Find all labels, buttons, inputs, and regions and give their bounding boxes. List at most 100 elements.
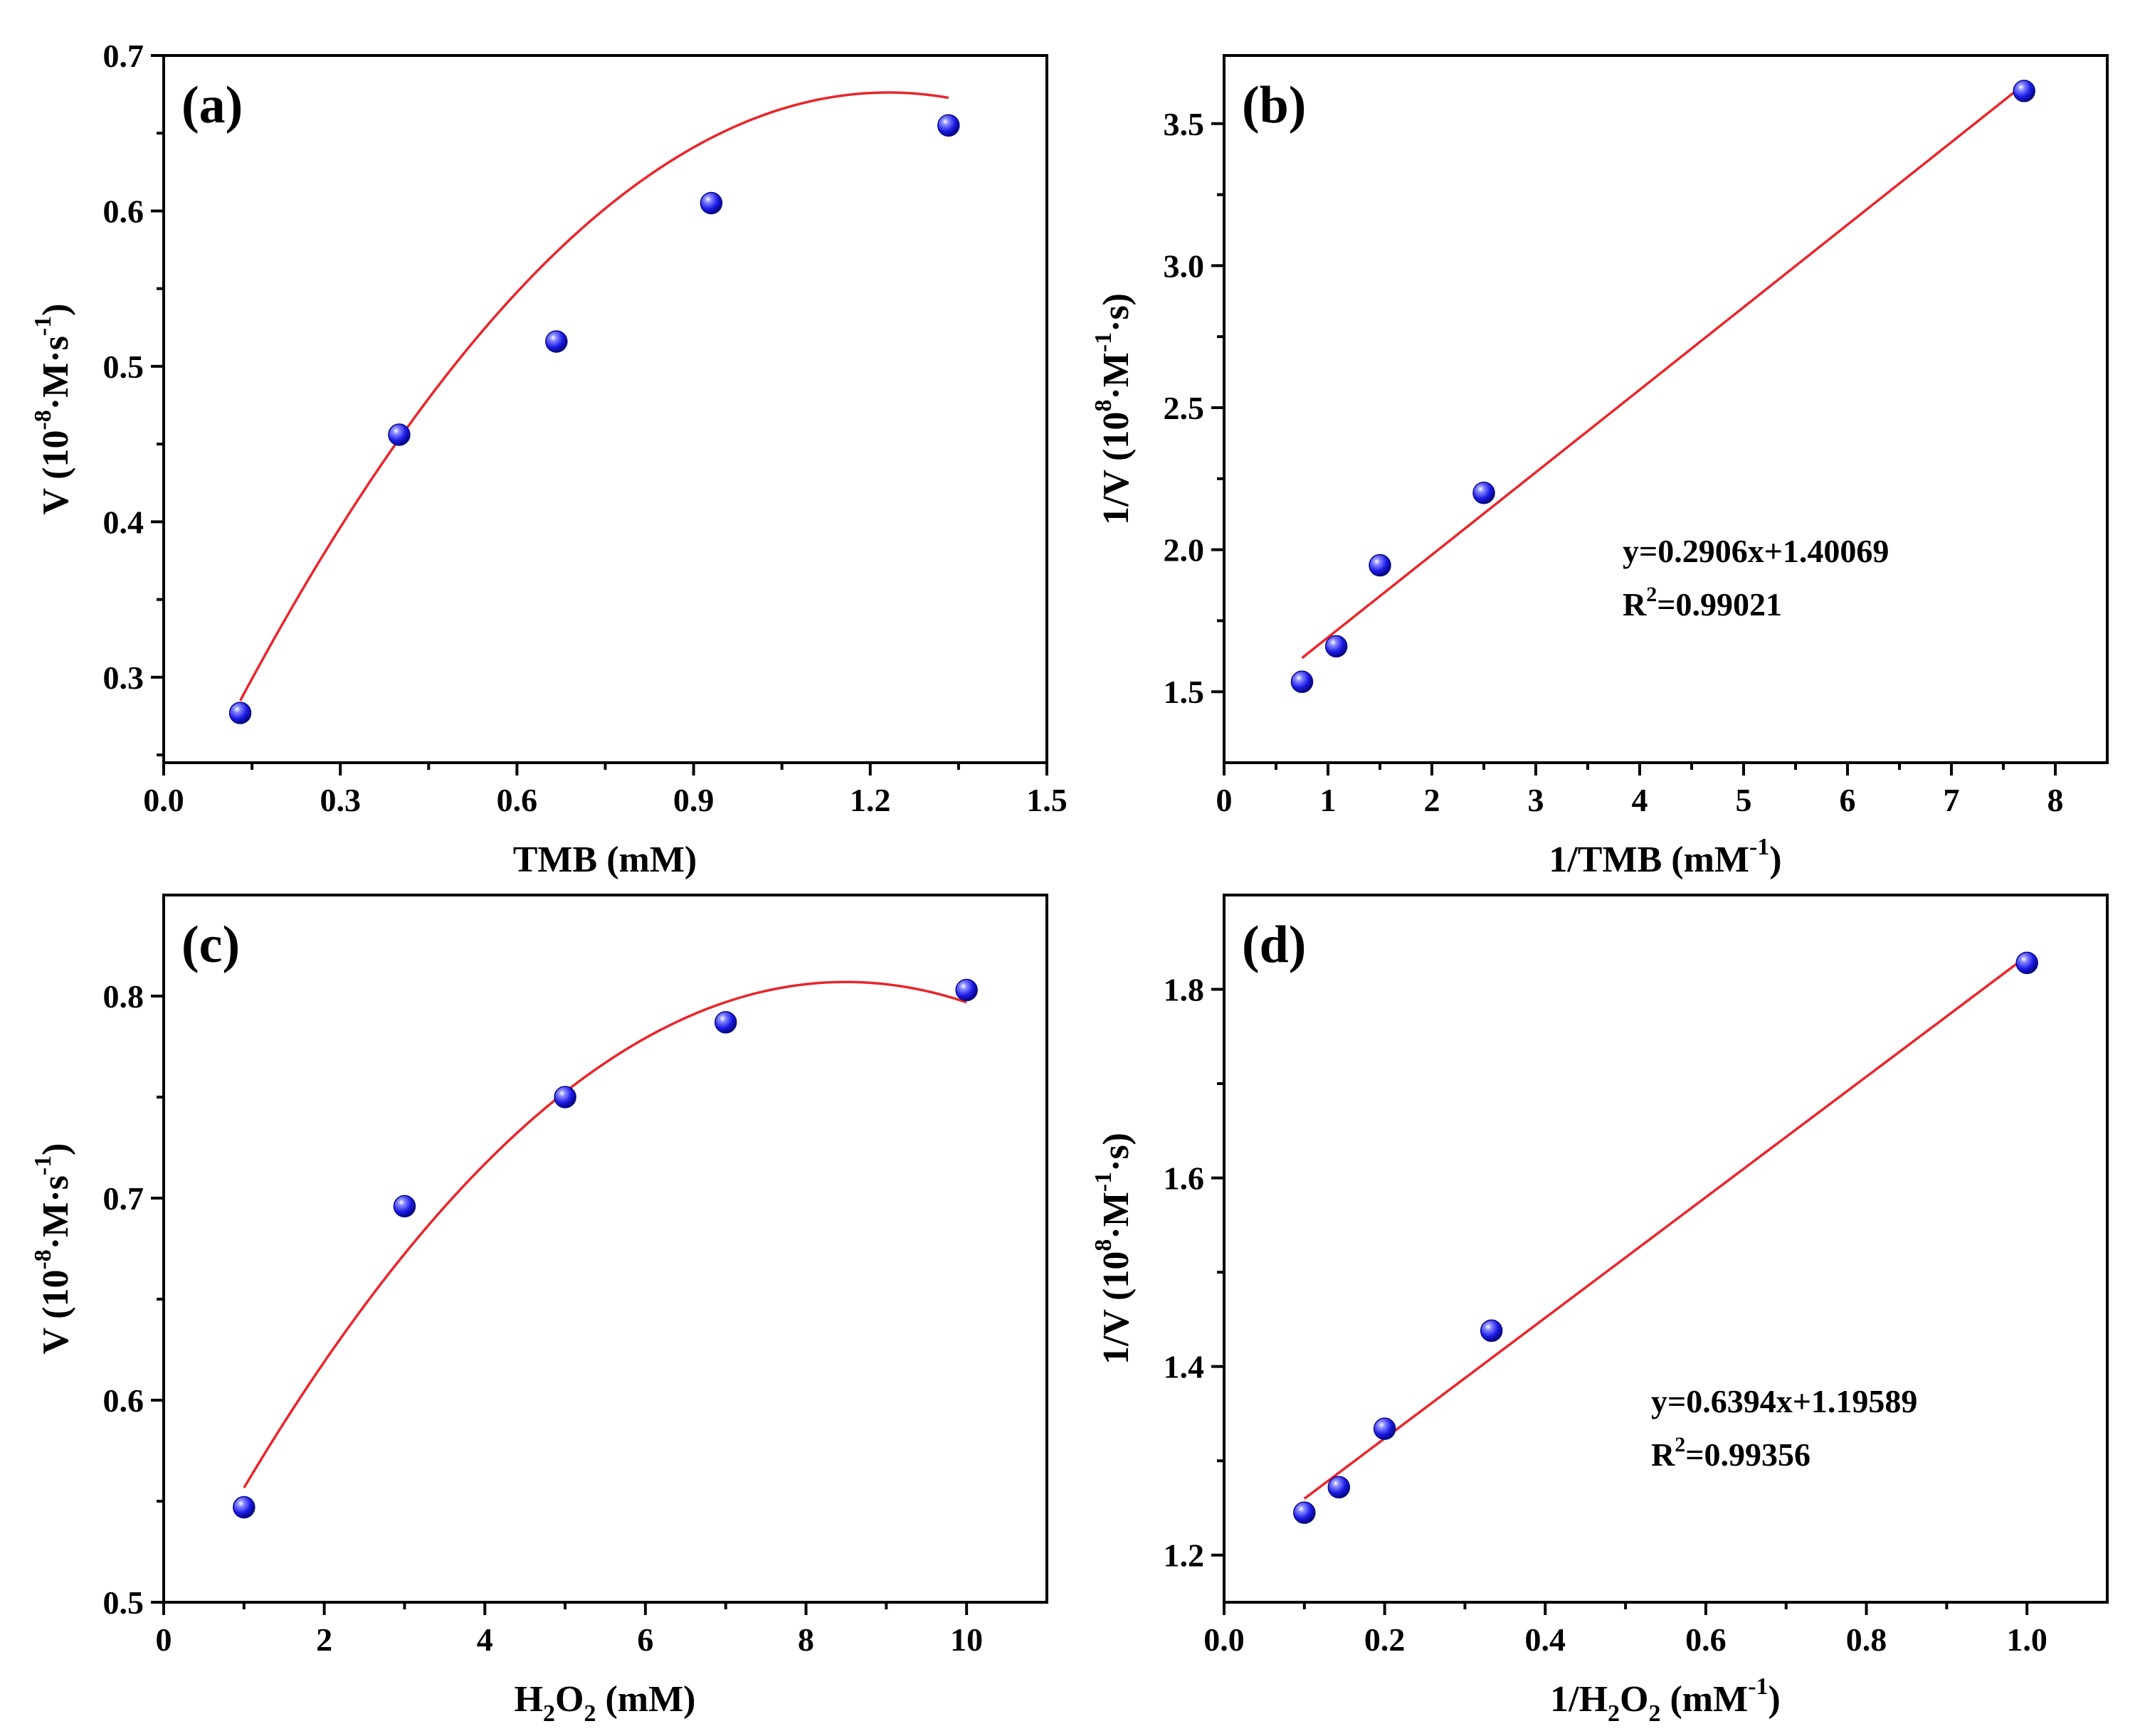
panel-d: 0.0 0.2 0.4 0.6 0.8 1.0 1.2 1.4 1.6 1.8 (d) y=0.… — [1090, 894, 2109, 1727]
r-squared: R2=0.99356 — [1651, 1433, 1810, 1473]
y-tick-label: 1.8 — [1164, 972, 1205, 1008]
fit-curve — [243, 980, 967, 1489]
ticks — [151, 995, 969, 1615]
y-tick-labels: 1.2 1.4 1.6 1.8 — [1164, 972, 1205, 1574]
data-points — [1290, 80, 2035, 693]
data-point — [1373, 1417, 1396, 1440]
y-tick-label: 0.6 — [103, 1382, 144, 1419]
y-tick-label: 0.4 — [103, 504, 144, 540]
data-point — [2013, 80, 2035, 102]
data-point — [1480, 1319, 1503, 1343]
panel-label: (a) — [181, 76, 243, 134]
y-tick-labels: 0.3 0.4 0.5 0.6 0.7 — [103, 38, 144, 696]
data-point — [545, 330, 568, 353]
y-tick-label: 1.4 — [1164, 1349, 1205, 1385]
data-point — [1327, 1476, 1351, 1499]
y-axis-label: 1/V (108·M-1·s) — [1090, 293, 1137, 525]
ticks — [151, 54, 1048, 776]
x-tick-label: 0 — [156, 1621, 172, 1658]
x-tick-label: 1 — [1320, 782, 1337, 818]
panel-label: (b) — [1242, 76, 1306, 134]
x-tick-label: 8 — [2047, 782, 2064, 818]
fit-equation: y=0.2906x+1.40069 — [1623, 533, 1889, 569]
x-axis-label: 1/H2O2 (mM-1) — [1550, 1673, 1781, 1727]
x-tick-label: 0.9 — [673, 782, 715, 818]
x-tick-label: 1.0 — [2006, 1621, 2047, 1658]
data-point — [554, 1086, 576, 1108]
data-point — [1293, 1501, 1316, 1524]
data-points — [1293, 951, 2038, 1524]
fit-equation: y=0.6394x+1.19589 — [1651, 1383, 1917, 1419]
r-squared: R2=0.99021 — [1623, 583, 1782, 623]
x-tick-label: 3 — [1528, 782, 1544, 818]
x-tick-labels: 0 2 4 6 8 10 — [156, 1621, 984, 1658]
data-point — [1290, 670, 1314, 693]
y-tick-label: 1.2 — [1164, 1537, 1205, 1574]
fit-line — [1303, 955, 2028, 1500]
x-axis-label: 1/TMB (mM-1) — [1549, 834, 1781, 880]
panel-c: 0 2 4 6 8 10 0.5 0.6 0.7 0.8 (c) H2O2 (mM) V (10… — [30, 894, 1048, 1727]
y-tick-label: 0.7 — [103, 38, 144, 74]
y-tick-label: 3.0 — [1164, 248, 1205, 284]
x-axis-label: TMB (mM) — [513, 840, 697, 880]
x-tick-label: 0.8 — [1846, 1621, 1887, 1658]
y-tick-label: 0.5 — [103, 1584, 144, 1621]
y-tick-label: 1.5 — [1164, 674, 1205, 710]
y-tick-label: 0.8 — [103, 978, 144, 1015]
x-tick-label: 0.6 — [1685, 1621, 1727, 1658]
y-axis-label: 1/V (108·M-1·s) — [1090, 1133, 1137, 1365]
x-tick-label: 4 — [1632, 782, 1648, 818]
y-tick-label: 2.0 — [1164, 532, 1205, 568]
data-point — [2015, 951, 2038, 975]
y-tick-label: 2.5 — [1164, 390, 1205, 426]
panel-a: 0.0 0.3 0.6 0.9 1.2 1.5 0.3 0.4 0.5 0.6 0.7 (a) T… — [30, 38, 1068, 880]
data-points — [233, 978, 978, 1519]
y-tick-label: 3.5 — [1164, 106, 1205, 142]
x-axis-label: H2O2 (mM) — [515, 1679, 696, 1727]
y-tick-labels: 1.5 2.0 2.5 3.0 3.5 — [1164, 106, 1205, 710]
y-tick-label: 0.7 — [103, 1180, 144, 1217]
y-tick-label: 0.3 — [103, 660, 144, 696]
plot-frame — [162, 54, 1048, 764]
x-tick-label: 1.2 — [850, 782, 891, 818]
x-tick-label: 10 — [950, 1621, 983, 1658]
x-tick-label: 0.3 — [320, 782, 361, 818]
x-tick-label: 0.0 — [143, 782, 184, 818]
data-point — [233, 1496, 255, 1519]
x-tick-label: 0.0 — [1203, 1621, 1245, 1658]
data-point — [1472, 482, 1495, 504]
data-point — [714, 1011, 737, 1034]
x-tick-label: 1.5 — [1026, 782, 1068, 818]
x-tick-label: 2 — [1424, 782, 1440, 818]
data-point — [1369, 554, 1391, 577]
y-tick-label: 0.6 — [103, 193, 144, 229]
x-tick-label: 0.4 — [1525, 1621, 1566, 1658]
y-tick-label: 0.5 — [103, 349, 144, 385]
plot-frame — [1223, 894, 2109, 1604]
fit-line — [1301, 83, 2025, 660]
x-tick-label: 7 — [1944, 782, 1960, 818]
x-tick-labels: 0 1 2 3 4 5 6 7 8 — [1216, 782, 2064, 818]
x-tick-labels: 0.0 0.2 0.4 0.6 0.8 1.0 — [1203, 1621, 2047, 1658]
x-tick-labels: 0.0 0.3 0.6 0.9 1.2 1.5 — [143, 782, 1068, 818]
y-tick-labels: 0.5 0.6 0.7 0.8 — [103, 978, 144, 1621]
x-tick-label: 0.2 — [1364, 1621, 1406, 1658]
data-point — [700, 191, 723, 215]
x-tick-label: 6 — [637, 1621, 653, 1658]
plot-frame — [162, 894, 1048, 1604]
x-tick-label: 8 — [798, 1621, 814, 1658]
x-tick-label: 0.6 — [497, 782, 538, 818]
y-tick-label: 1.6 — [1164, 1160, 1205, 1197]
data-points — [228, 114, 960, 724]
x-tick-label: 2 — [316, 1621, 332, 1658]
plot-frame — [1223, 54, 2109, 764]
y-axis-label: V (10-8·M·s-1) — [30, 1143, 76, 1355]
data-point — [388, 423, 411, 446]
data-point — [955, 978, 978, 1002]
data-point — [1324, 635, 1348, 658]
x-tick-label: 6 — [1840, 782, 1856, 818]
data-point — [393, 1195, 416, 1218]
ticks — [1211, 122, 2057, 776]
data-point — [228, 702, 252, 724]
